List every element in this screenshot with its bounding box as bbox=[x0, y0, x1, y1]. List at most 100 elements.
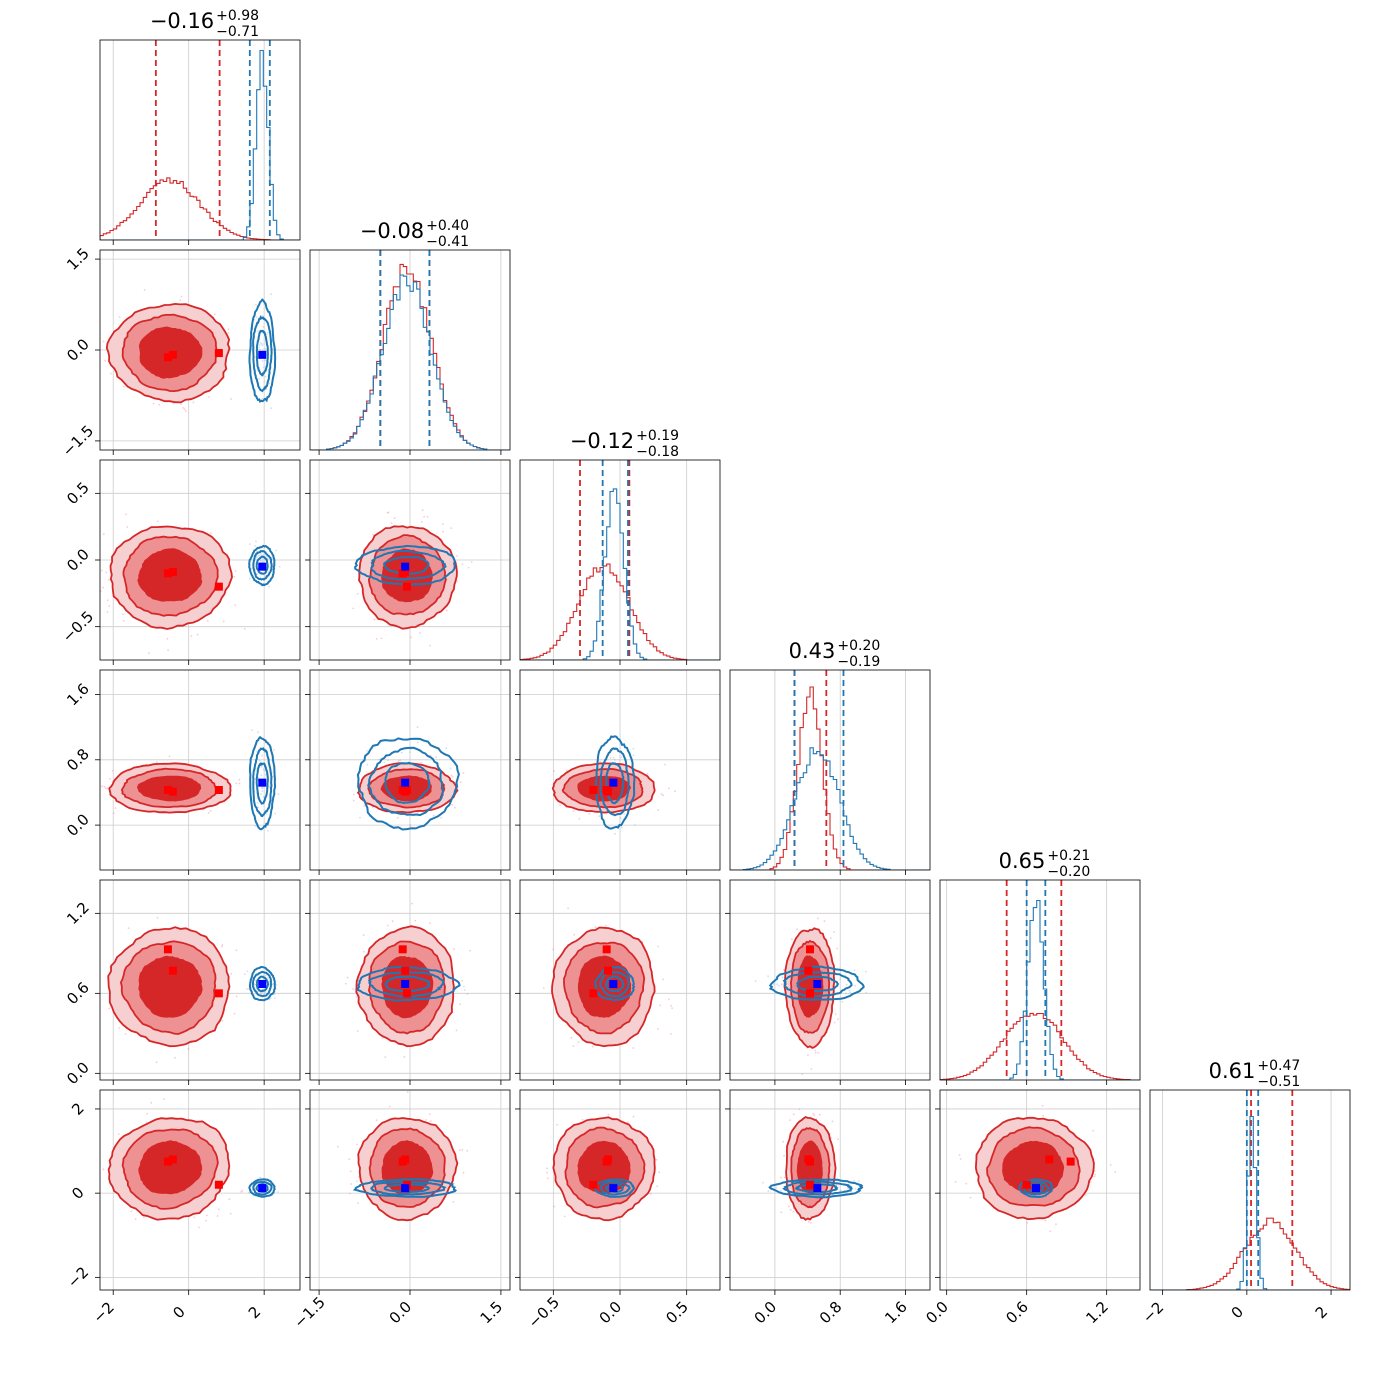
blue-contour bbox=[252, 746, 273, 818]
blue-sample-point bbox=[620, 756, 623, 758]
red-marker bbox=[604, 966, 612, 975]
red-sample-point bbox=[792, 1210, 795, 1213]
blue-sample-point bbox=[865, 970, 867, 973]
red-sample-point bbox=[429, 922, 431, 924]
contour-panel-1-2 bbox=[305, 459, 511, 665]
red-sample-point bbox=[142, 1216, 145, 1218]
panel-content bbox=[310, 1090, 510, 1290]
title-upper-error: +0.21 bbox=[1047, 848, 1090, 864]
red-sample-point bbox=[627, 1121, 629, 1124]
red-sample-point bbox=[788, 1205, 790, 1208]
blue-marker bbox=[609, 1184, 618, 1193]
blue-sample-point bbox=[261, 786, 263, 789]
red-marker bbox=[163, 945, 172, 954]
red-sample-point bbox=[429, 1113, 431, 1115]
blue-contour bbox=[248, 965, 276, 1002]
y-tick-label: −1.5 bbox=[59, 422, 97, 460]
red-marker bbox=[163, 569, 172, 578]
blue-sample-point bbox=[463, 985, 465, 988]
blue-sample-point bbox=[366, 763, 369, 766]
x-tick-label: −1.5 bbox=[290, 1293, 328, 1331]
red-sample-point bbox=[657, 1028, 659, 1030]
y-tick-label: 1.2 bbox=[63, 899, 93, 929]
red-sample-point bbox=[594, 926, 597, 929]
red-sample-point bbox=[381, 1037, 384, 1039]
red-sample-point bbox=[657, 945, 659, 948]
x-tick-label: 0.0 bbox=[751, 1298, 781, 1328]
red-marker bbox=[604, 1155, 612, 1164]
red-marker bbox=[168, 568, 177, 576]
red-sample-point bbox=[556, 1123, 558, 1126]
red-sample-point bbox=[210, 532, 212, 535]
red-sample-point bbox=[789, 1208, 792, 1211]
blue-sample-point bbox=[256, 556, 258, 558]
red-sample-point bbox=[817, 917, 819, 920]
y-tick-label: 1.6 bbox=[63, 680, 93, 710]
blue-sample-point bbox=[257, 330, 259, 333]
red-sample-point bbox=[397, 760, 400, 762]
blue-histogram bbox=[520, 488, 720, 660]
blue-contour bbox=[255, 762, 269, 805]
blue-sample-point bbox=[632, 747, 635, 750]
red-sample-point bbox=[246, 988, 248, 990]
red-sample-point bbox=[410, 636, 412, 639]
red-sample-point bbox=[577, 1041, 580, 1044]
red-histogram bbox=[100, 177, 300, 240]
red-sample-point bbox=[233, 575, 236, 578]
red-sample-point bbox=[346, 976, 349, 979]
red-sample-point bbox=[362, 934, 365, 936]
blue-sample-point bbox=[261, 344, 264, 346]
red-sample-point bbox=[581, 1118, 584, 1121]
blue-contour bbox=[599, 747, 630, 817]
red-sample-point bbox=[1093, 1175, 1096, 1178]
blue-sample-point bbox=[449, 767, 452, 770]
blue-sample-point bbox=[633, 824, 636, 826]
x-tick-label: 0.0 bbox=[596, 1298, 626, 1328]
blue-sample-point bbox=[262, 561, 264, 564]
contour-panel-0-2: −0.5 0.0 0.5 bbox=[59, 459, 301, 665]
blue-sample-point bbox=[262, 366, 265, 368]
red-sample-point bbox=[670, 1004, 672, 1007]
blue-sample-point bbox=[254, 544, 257, 547]
contour-panel-2-3 bbox=[515, 669, 721, 875]
red-sample-point bbox=[238, 782, 241, 785]
red-marker bbox=[589, 786, 598, 794]
blue-sample-point bbox=[264, 991, 266, 994]
x-tick-label: 2 bbox=[245, 1303, 264, 1322]
red-marker bbox=[804, 966, 813, 975]
red-sample-point bbox=[807, 1220, 810, 1223]
red-sample-point bbox=[542, 987, 545, 989]
red-marker bbox=[214, 1180, 223, 1189]
panel-content bbox=[310, 880, 510, 1080]
red-sample-point bbox=[403, 1056, 406, 1058]
red-sample-point bbox=[118, 1027, 121, 1029]
blue-contour bbox=[782, 971, 853, 998]
red-sample-point bbox=[451, 776, 454, 778]
red-sample-point bbox=[98, 541, 100, 543]
red-sample-point bbox=[216, 1215, 219, 1217]
contour-panel-1-5: −1.5 0.0 1.5 bbox=[290, 1089, 511, 1332]
panel-content bbox=[730, 880, 930, 1080]
red-sample-point bbox=[613, 758, 616, 761]
red-marker bbox=[401, 966, 410, 975]
red-sample-point bbox=[114, 807, 117, 809]
red-sample-point bbox=[1092, 1129, 1095, 1132]
y-tick-label: 0.8 bbox=[63, 745, 93, 775]
red-sample-point bbox=[429, 1120, 432, 1122]
blue-sample-point bbox=[260, 793, 262, 795]
y-tick-label: 0.6 bbox=[63, 979, 93, 1009]
blue-sample-point bbox=[251, 1189, 254, 1192]
red-sample-point bbox=[632, 1047, 634, 1049]
blue-contour bbox=[383, 1183, 431, 1193]
blue-sample-point bbox=[844, 974, 847, 977]
x-tick-label: 1.6 bbox=[881, 1298, 911, 1328]
red-sample-point bbox=[106, 787, 109, 790]
x-tick-label: 1.2 bbox=[1082, 1298, 1112, 1328]
red-sample-point bbox=[156, 916, 159, 919]
blue-sample-point bbox=[623, 813, 626, 815]
title-upper-error: +0.20 bbox=[837, 638, 880, 654]
red-marker bbox=[168, 966, 177, 975]
histogram-panel-4: 0.65 +0.21−0.20 bbox=[939, 848, 1141, 1085]
red-sample-point bbox=[1026, 1221, 1029, 1224]
